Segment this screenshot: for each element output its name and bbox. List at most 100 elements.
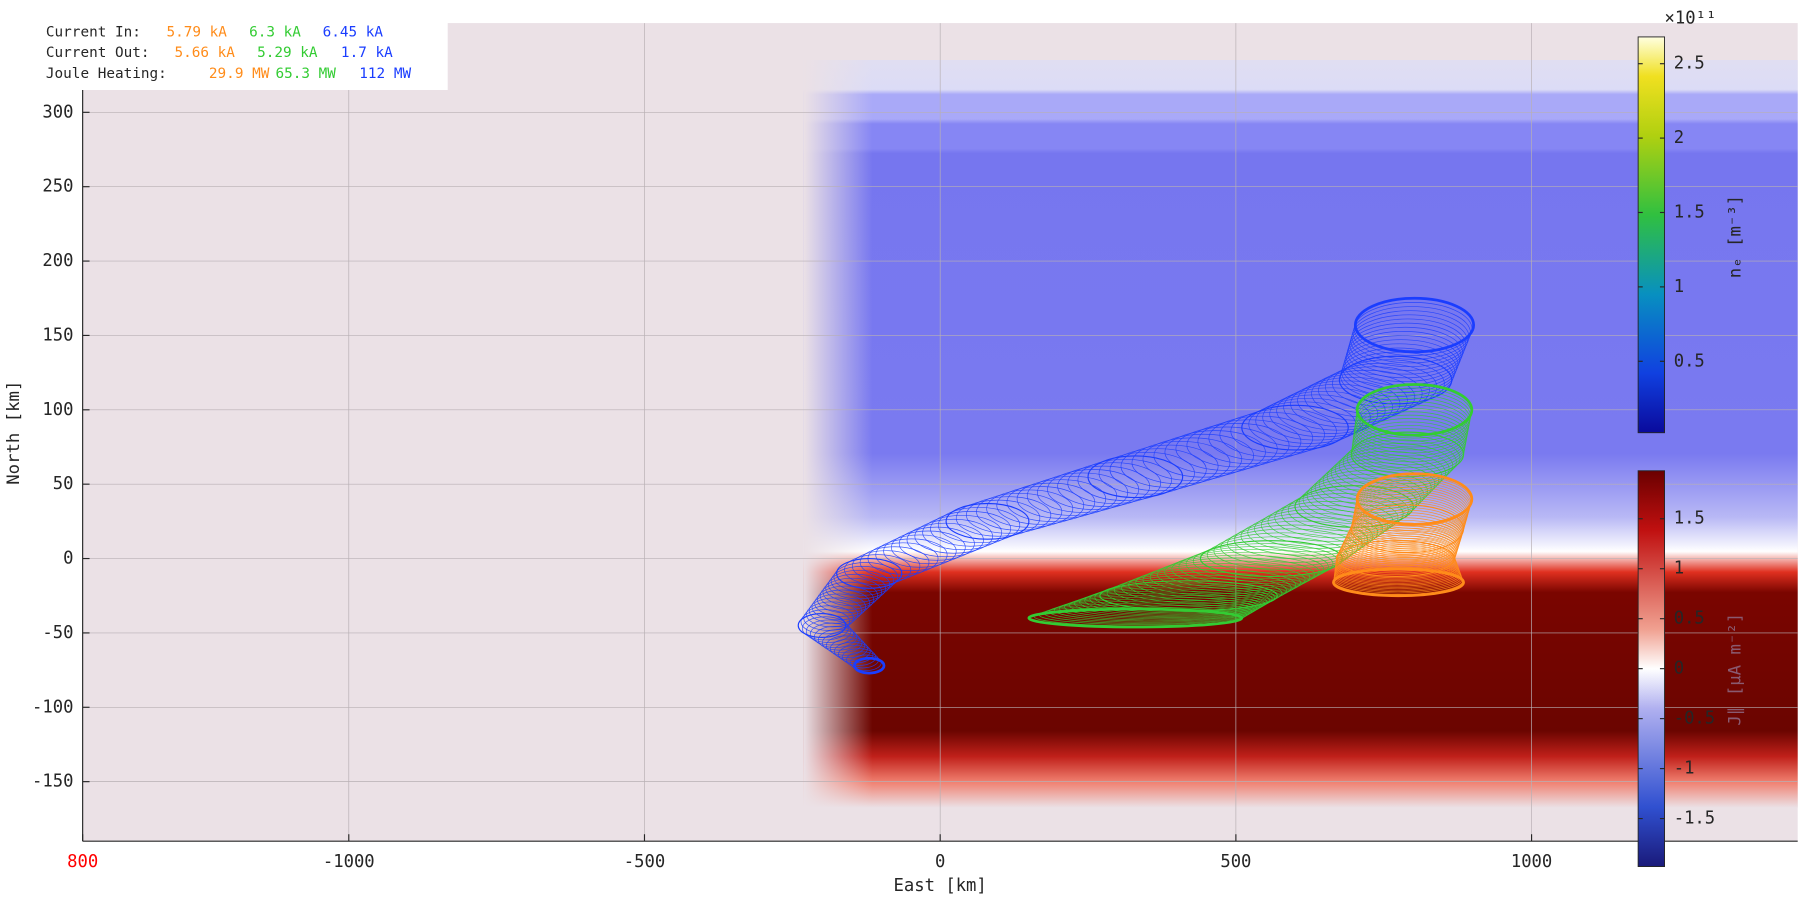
tube-mesh [822, 577, 883, 607]
tube-mesh [833, 562, 899, 593]
tube-mesh [1185, 546, 1334, 582]
tube-mesh [1120, 444, 1219, 488]
y-tick-label: -150 [32, 772, 73, 792]
tube-mesh [898, 526, 975, 561]
y-tick-label: 250 [42, 177, 73, 197]
x-axis-label: East [km] [894, 876, 987, 896]
tube-mesh [819, 581, 879, 610]
flux-tube [797, 296, 1475, 675]
tube-mesh [1262, 394, 1371, 441]
tube-section [1241, 404, 1349, 451]
colorbar-label: J∥ [µA m⁻²] [1726, 613, 1746, 726]
tube-mesh [830, 638, 868, 659]
tube-mesh [891, 530, 966, 565]
colorbars: 0.5 1 1.5 2 2.5 nₑ [m⁻³] ×10¹¹ -1.5 -1 -0.5 0 0.5 1 1… [1637, 8, 1746, 867]
tube-mesh [1006, 482, 1096, 522]
tube-end [1355, 472, 1474, 526]
tube-mesh [1213, 532, 1353, 570]
tick-labels: 800 -1000 -500 0 500 1000-150-100-50050100150… [32, 102, 1552, 872]
tube-mesh [1142, 563, 1306, 597]
colorbar-tick-label: 1.5 [1674, 509, 1705, 529]
tube-mesh [1297, 376, 1408, 424]
tube-mesh [1079, 588, 1268, 616]
tube-mesh [1343, 339, 1459, 390]
tube-mesh [1345, 331, 1462, 382]
tube-mesh [809, 622, 855, 646]
tube-mesh [830, 566, 895, 596]
y-tick-label: 150 [42, 325, 73, 345]
tube-end [1355, 383, 1474, 437]
x-tick-label: -500 [624, 852, 665, 872]
tube-mesh [1230, 408, 1337, 454]
tube-section [1335, 540, 1456, 577]
tube-mesh [930, 511, 1012, 547]
colorbar-tick-label: -1.5 [1674, 809, 1715, 829]
tube-mesh [1186, 423, 1290, 468]
colorbar-label: nₑ [m⁻³] [1726, 195, 1746, 278]
annotation-label: Current In: [46, 24, 141, 40]
annotation-box [32, 20, 448, 91]
field-fade [803, 60, 873, 808]
tube-mesh [825, 635, 866, 656]
tube-section [1087, 455, 1184, 499]
x-tick-label: 800 [67, 852, 98, 872]
density-region [803, 60, 1798, 552]
tube-mesh [1269, 390, 1379, 438]
tube-mesh [914, 518, 993, 554]
tube-mesh [1109, 448, 1207, 492]
tube-mesh [821, 632, 863, 654]
x-tick-label: 1000 [1511, 852, 1552, 872]
tube-mesh [1098, 451, 1195, 495]
tube-mesh [1131, 441, 1231, 485]
tube-mesh [1342, 343, 1457, 394]
tube-section [1338, 355, 1453, 405]
tube-section [797, 613, 847, 638]
x-tick-label: 0 [935, 852, 945, 872]
tube-mesh [859, 546, 930, 579]
y-tick-label: 200 [42, 251, 73, 271]
tube-mesh [1347, 326, 1464, 379]
tube-section [836, 557, 903, 589]
flux-tube [1332, 472, 1474, 598]
tube-mesh [817, 585, 874, 614]
y-tick-label: -100 [32, 697, 73, 717]
tube-mesh [1047, 469, 1140, 510]
colorbar-exponent: ×10¹¹ [1665, 8, 1717, 28]
y-tick-label: -50 [42, 623, 73, 643]
tube-end [1353, 296, 1475, 354]
tube-section [1350, 504, 1465, 554]
colorbar-tick-label: 1 [1674, 277, 1684, 297]
tube-mesh [966, 496, 1052, 534]
tube-mesh [1142, 437, 1243, 481]
y-axis-label: North [km] [4, 381, 24, 485]
tube-mesh [1281, 493, 1404, 535]
tube-mesh [1053, 598, 1255, 622]
tube-mesh [1016, 479, 1107, 519]
colorbar-tick-label: 0.5 [1674, 609, 1705, 629]
colorbar-tick-label: 1 [1674, 559, 1684, 579]
annotation-value: 29.9 MW [209, 66, 270, 82]
tube-mesh [1058, 596, 1258, 621]
annotation: Current In: 5.79 kA 6.3 kA 6.45 kA Current O… [46, 24, 412, 82]
tube-mesh [1314, 466, 1432, 510]
colorbar-tick-label: 1.5 [1674, 202, 1705, 222]
tube-section [1294, 485, 1414, 528]
annotation-value: 5.29 kA [257, 45, 318, 61]
tube-mesh [1121, 571, 1292, 604]
annotation-value: 5.66 kA [174, 45, 235, 61]
tube-section [1350, 431, 1465, 478]
y-tick-label: 50 [53, 474, 74, 494]
tube-mesh [1197, 419, 1302, 464]
y-tick-label: 0 [63, 549, 73, 569]
tube-mesh [1304, 373, 1416, 421]
current-region [803, 551, 1798, 808]
annotation-value: 5.79 kA [166, 24, 227, 40]
tube-mesh [1094, 582, 1276, 613]
tube-end [1027, 607, 1244, 629]
tube-mesh [800, 609, 850, 635]
tube-mesh [1036, 472, 1129, 513]
tube-section [945, 502, 1030, 540]
annotation-value: 112 MW [359, 66, 411, 82]
colorbar-tick-label: 2.5 [1674, 54, 1705, 74]
annotation-value: 6.45 kA [323, 24, 384, 40]
